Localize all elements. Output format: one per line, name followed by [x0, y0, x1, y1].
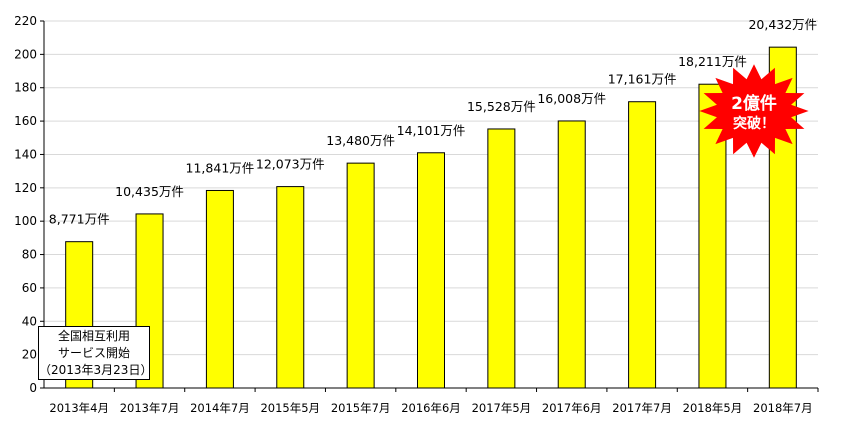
burst-text-line1: 2億件 [731, 93, 777, 114]
note-line-1: 全国相互利用 [57, 329, 130, 343]
data-label: 12,073万件 [256, 157, 325, 172]
data-label: 18,211万件 [678, 54, 747, 69]
y-tick-label: 220 [14, 14, 37, 28]
y-tick-label: 200 [14, 47, 37, 61]
note-line-3: （2013年3月23日） [39, 363, 153, 377]
y-tick-label: 140 [14, 147, 37, 161]
bar [417, 152, 445, 389]
y-tick-label: 0 [29, 381, 37, 395]
bar [698, 83, 727, 389]
y-tick-label: 160 [14, 114, 37, 128]
bar [487, 128, 516, 389]
data-label: 20,432万件 [748, 17, 817, 32]
data-label: 17,161万件 [608, 72, 677, 87]
bar [346, 162, 375, 389]
y-tick-label: 80 [22, 248, 37, 262]
data-label: 15,528万件 [467, 99, 536, 114]
y-tick-label: 100 [14, 214, 37, 228]
service-start-note: 全国相互利用 サービス開始 （2013年3月23日） [38, 326, 153, 380]
bar [557, 120, 586, 389]
bar [628, 101, 657, 389]
x-category-label: 2013年4月 [49, 401, 109, 415]
y-tick-label: 20 [22, 348, 37, 362]
bars [65, 46, 797, 389]
x-category-label: 2018年5月 [683, 401, 743, 415]
x-category-label: 2017年6月 [542, 401, 602, 415]
data-label: 8,771万件 [49, 212, 110, 227]
y-tick-label: 40 [22, 314, 37, 328]
note-line-2: サービス開始 [57, 346, 130, 360]
data-label: 14,101万件 [397, 123, 466, 138]
x-category-label: 2015年7月 [331, 401, 391, 415]
data-label: 11,841万件 [186, 160, 255, 175]
data-label: 16,008万件 [537, 91, 606, 106]
axes: 0 20 40 60 80 100 120 140 160 180 200 220 [14, 14, 819, 395]
starburst-shape [699, 64, 809, 158]
x-category-label: 2014年7月 [190, 401, 250, 415]
bar [276, 186, 305, 389]
y-tick-label: 60 [22, 281, 37, 295]
x-category-label: 2013年7月 [120, 401, 180, 415]
x-category-label: 2018年7月 [753, 401, 813, 415]
x-category-label: 2015年5月 [260, 401, 320, 415]
y-tick-label: 120 [14, 181, 37, 195]
bar [205, 189, 234, 389]
data-label: 13,480万件 [326, 133, 395, 148]
x-category-label: 2017年7月 [612, 401, 672, 415]
data-label: 10,435万件 [115, 184, 184, 199]
burst-text-line2: 突破！ [733, 115, 775, 132]
burst-badge: 2億件 突破！ [699, 64, 809, 158]
x-category-label: 2016年6月 [401, 401, 461, 415]
y-tick-label: 180 [14, 81, 37, 95]
category-labels: 2013年4月 2013年7月 2014年7月 2015年5月 2015年7月 2016年… [49, 401, 812, 415]
x-category-label: 2017年5月 [472, 401, 532, 415]
